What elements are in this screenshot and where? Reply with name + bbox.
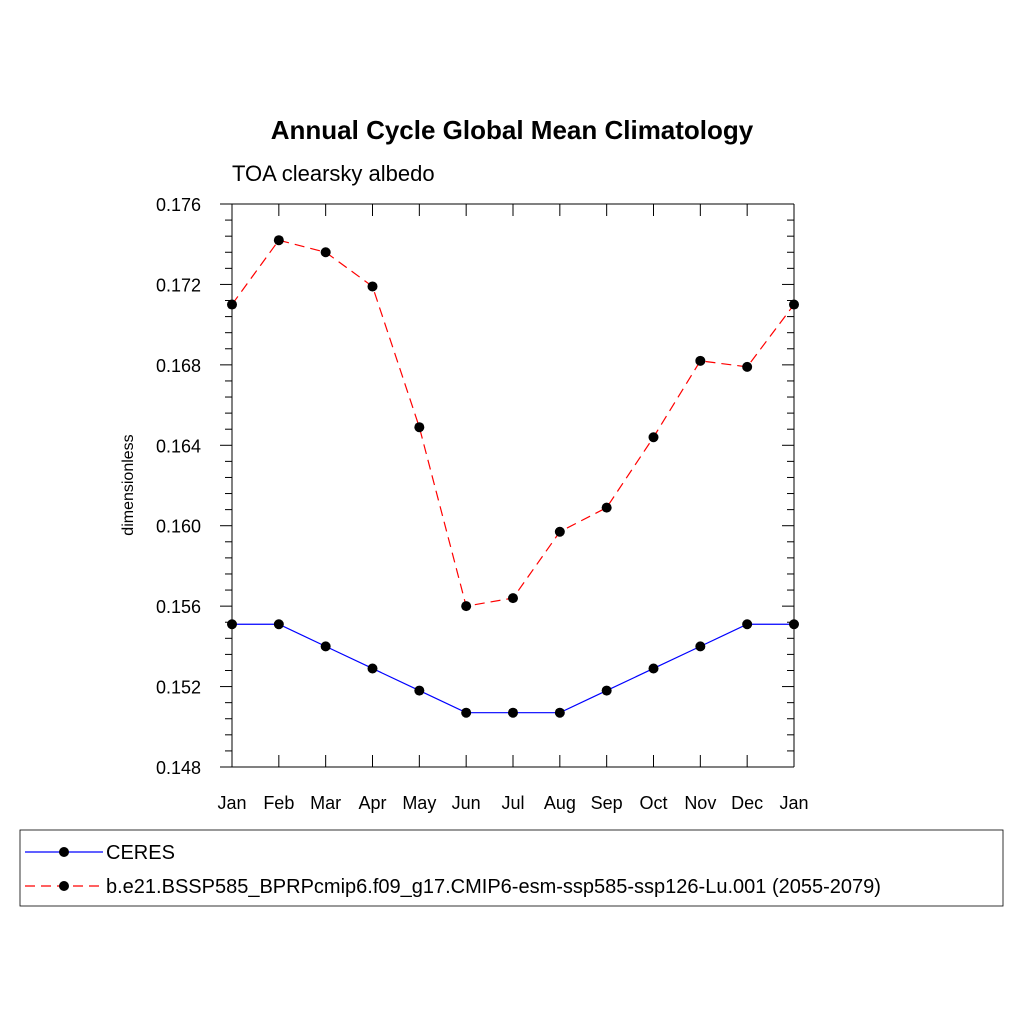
data-point <box>742 361 753 372</box>
legend-swatch-marker <box>59 881 69 891</box>
data-point <box>554 707 565 718</box>
axes: 0.148 0.152 0.156 0.160 0.164 0.168 0.172 0.176… <box>156 195 809 813</box>
y-tick-label: 0.176 <box>156 195 201 215</box>
y-tick-label: 0.152 <box>156 678 201 698</box>
series-line <box>232 623 794 714</box>
y-axis-label: dimensionless <box>120 434 137 535</box>
data-point <box>273 235 284 246</box>
data-point <box>227 619 237 630</box>
data-point <box>414 422 425 433</box>
data-point <box>554 526 565 537</box>
data-point <box>227 299 237 310</box>
x-tick-label: Nov <box>684 793 716 813</box>
y-tick-label: 0.168 <box>156 356 201 376</box>
legend-label: CERES <box>106 842 175 864</box>
chart-subtitle: TOA clearsky albedo <box>232 161 435 186</box>
series-0 <box>227 619 799 718</box>
data-point <box>461 601 472 612</box>
y-tick-label: 0.156 <box>156 597 201 617</box>
x-tick-label: Jan <box>217 793 246 813</box>
data-point <box>320 641 331 652</box>
x-tick-label: Feb <box>263 793 294 813</box>
series-line <box>231 239 795 607</box>
data-point <box>508 593 518 604</box>
x-tick-label: Oct <box>639 793 667 813</box>
data-point <box>414 685 425 696</box>
data-point <box>508 707 518 718</box>
series-layer <box>227 235 799 718</box>
legend-label: b.e21.BSSP585_BPRPcmip6.f09_g17.CMIP6-es… <box>106 876 881 898</box>
x-tick-label: Dec <box>731 793 763 813</box>
data-point <box>461 707 472 718</box>
x-tick-label: Mar <box>310 793 341 813</box>
data-point <box>367 281 378 292</box>
data-point <box>601 502 612 513</box>
data-point <box>320 247 331 258</box>
data-point <box>789 299 799 310</box>
x-tick-label: Aug <box>544 793 576 813</box>
chart-title: Annual Cycle Global Mean Climatology <box>271 115 754 145</box>
x-tick-label: Apr <box>358 793 386 813</box>
data-point <box>648 663 659 674</box>
data-point <box>742 619 753 630</box>
legend-item-0: CERES <box>25 842 175 864</box>
x-tick-label: Sep <box>591 793 623 813</box>
legend-swatch-marker <box>59 847 69 857</box>
x-tick-label: Jun <box>452 793 481 813</box>
legend-item-1: b.e21.BSSP585_BPRPcmip6.f09_g17.CMIP6-es… <box>25 876 881 898</box>
series-1 <box>227 235 799 612</box>
y-tick-label: 0.164 <box>156 436 201 456</box>
data-point <box>273 619 284 630</box>
data-point <box>601 685 612 696</box>
legend-box <box>19 829 1004 907</box>
data-point <box>367 663 378 674</box>
x-tick-label: Jan <box>779 793 808 813</box>
data-point <box>695 355 706 366</box>
legend: CERES b.e21.BSSP585_BPRPcmip6.f09_g17.CMI… <box>19 829 1004 907</box>
data-point <box>695 641 706 652</box>
y-tick-label: 0.172 <box>156 275 201 295</box>
data-point <box>648 432 659 443</box>
y-tick-label: 0.148 <box>156 758 201 778</box>
y-tick-label: 0.160 <box>156 517 201 537</box>
x-tick-label: May <box>402 793 436 813</box>
data-point <box>789 619 799 630</box>
x-tick-label: Jul <box>501 793 524 813</box>
